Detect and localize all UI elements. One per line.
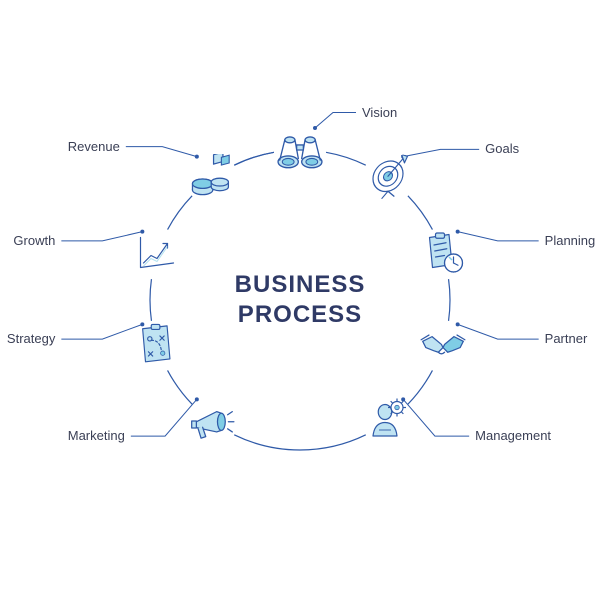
megaphone-icon: [185, 394, 239, 448]
handshake-icon: [416, 319, 470, 373]
label-revenue: Revenue: [68, 139, 120, 154]
coins-icon: [185, 152, 239, 206]
title-line-2: PROCESS: [235, 300, 366, 330]
clipboard-clock-icon: [416, 227, 470, 281]
person-gear-icon: [361, 394, 415, 448]
target-icon: [361, 152, 415, 206]
label-partner: Partner: [545, 331, 588, 346]
binoculars-icon: [273, 123, 327, 177]
label-management: Management: [475, 428, 551, 443]
node-goals: [361, 152, 415, 206]
infographic-canvas: BUSINESS PROCESS Vision: [0, 0, 600, 600]
label-goals: Goals: [485, 141, 519, 156]
tactics-icon: [130, 319, 184, 373]
label-strategy: Strategy: [7, 331, 55, 346]
node-revenue: [185, 152, 239, 206]
label-planning: Planning: [545, 233, 596, 248]
node-strategy: [130, 319, 184, 373]
label-vision: Vision: [362, 105, 397, 120]
node-growth: [130, 227, 184, 281]
growth-chart-icon: [130, 227, 184, 281]
node-vision: [273, 123, 327, 177]
node-planning: [416, 227, 470, 281]
node-marketing: [185, 394, 239, 448]
node-management: [361, 394, 415, 448]
title-line-1: BUSINESS: [235, 270, 366, 300]
node-partner: [416, 319, 470, 373]
label-growth: Growth: [13, 233, 55, 248]
label-marketing: Marketing: [68, 428, 125, 443]
center-title: BUSINESS PROCESS: [235, 270, 366, 330]
